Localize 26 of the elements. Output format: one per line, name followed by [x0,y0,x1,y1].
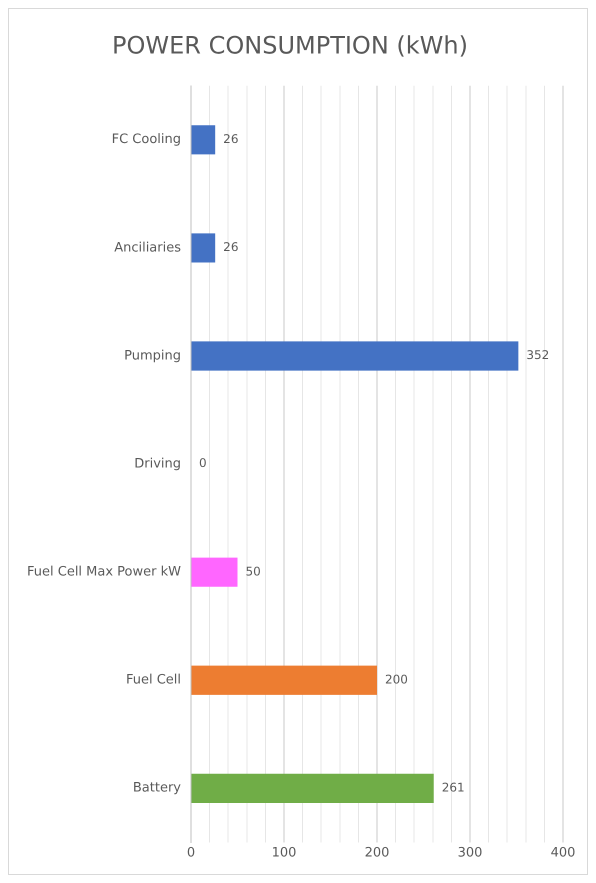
data-label: 50 [246,564,261,578]
x-tick-label: 200 [364,846,390,861]
x-tick-label: 400 [550,846,576,861]
data-label: 26 [223,240,238,254]
y-tick-label: Battery [132,780,182,796]
data-label: 261 [442,780,465,794]
y-tick-label: Fuel Cell Max Power kW [26,564,182,580]
y-tick-label: FC Cooling [112,132,182,148]
data-label: 0 [199,456,207,470]
bar [192,125,216,154]
data-label: 352 [526,348,550,362]
x-tick-label: 0 [186,846,196,861]
bar [192,233,216,263]
data-label: 26 [223,132,238,146]
bar [192,666,378,695]
x-tick-label: 100 [272,846,296,861]
y-tick-label: Fuel Cell [126,672,182,688]
y-tick-label: Driving [134,456,182,472]
x-tick-label: 300 [458,846,482,861]
bar [192,558,238,587]
data-label: 200 [385,672,408,686]
y-tick-label: Anciliaries [114,240,182,256]
bar [192,774,434,803]
chart-title: POWER CONSUMPTION (kWh) [112,32,468,60]
y-tick-label: Pumping [124,348,182,364]
bar [192,341,518,371]
